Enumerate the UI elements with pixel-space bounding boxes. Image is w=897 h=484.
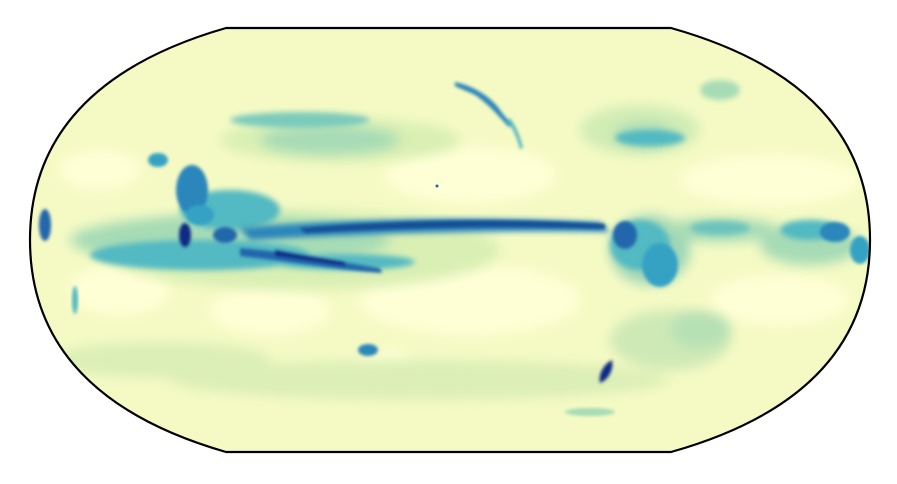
map-outline <box>28 26 872 454</box>
small-features <box>39 153 615 416</box>
africa-rain <box>820 222 870 264</box>
itcz-core <box>300 220 605 233</box>
north-atlantic-track <box>615 80 740 146</box>
maritime-continent <box>176 165 237 247</box>
south-america-rain <box>599 221 678 383</box>
spcz-band <box>240 248 382 273</box>
coastal-rain-north <box>455 82 523 149</box>
